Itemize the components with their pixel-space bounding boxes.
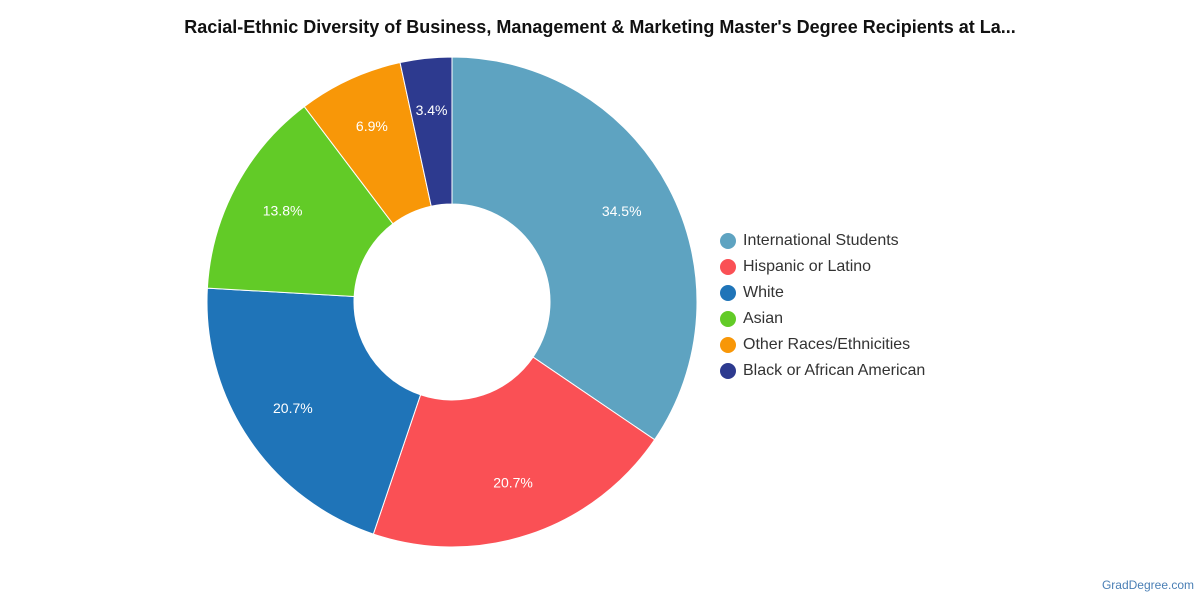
chart-legend: International Students Hispanic or Latino… bbox=[720, 228, 925, 384]
legend-swatch-icon bbox=[720, 259, 736, 275]
legend-label: Black or African American bbox=[743, 362, 926, 379]
slice-label-other-races-ethnicities: 6.9% bbox=[356, 118, 388, 134]
legend-label: Hispanic or Latino bbox=[743, 258, 872, 275]
legend-label: Other Races/Ethnicities bbox=[743, 336, 911, 353]
legend-item-black-or-african-american[interactable]: Black or African American bbox=[720, 358, 925, 384]
legend-label: International Students bbox=[743, 232, 899, 249]
legend-item-white[interactable]: White bbox=[720, 280, 925, 306]
legend-item-international-students[interactable]: International Students bbox=[720, 228, 925, 254]
legend-swatch-icon bbox=[720, 363, 736, 379]
legend-swatch-icon bbox=[720, 285, 736, 301]
legend-item-hispanic-or-latino[interactable]: Hispanic or Latino bbox=[720, 254, 925, 280]
slice-black-or-african-american[interactable] bbox=[399, 56, 453, 207]
chart-title: Racial-Ethnic Diversity of Business, Man… bbox=[184, 17, 1016, 37]
legend-label: White bbox=[743, 284, 784, 301]
slice-label-black-or-african-american: 3.4% bbox=[416, 102, 448, 118]
legend-swatch-icon bbox=[720, 337, 736, 353]
slice-white[interactable] bbox=[206, 287, 422, 535]
donut-slices bbox=[206, 56, 698, 548]
legend-swatch-icon bbox=[720, 233, 736, 249]
source-credit-link[interactable]: GradDegree.com bbox=[1101, 578, 1194, 592]
legend-label: Asian bbox=[743, 310, 784, 327]
slice-label-asian: 13.8% bbox=[263, 202, 303, 218]
slice-label-international-students: 34.5% bbox=[602, 203, 642, 219]
slice-international-students[interactable] bbox=[451, 56, 698, 441]
slice-label-white: 20.7% bbox=[273, 400, 313, 416]
donut-slice-labels: 34.5% 20.7% 20.7% 13.8% 6.9% 3.4% bbox=[263, 102, 642, 491]
legend-swatch-icon bbox=[720, 311, 736, 327]
slice-label-hispanic-or-latino: 20.7% bbox=[493, 475, 533, 491]
legend-item-other-races-ethnicities[interactable]: Other Races/Ethnicities bbox=[720, 332, 925, 358]
slice-asian[interactable] bbox=[206, 105, 394, 297]
slice-hispanic-or-latino[interactable] bbox=[372, 356, 656, 548]
legend-item-asian[interactable]: Asian bbox=[720, 306, 925, 332]
